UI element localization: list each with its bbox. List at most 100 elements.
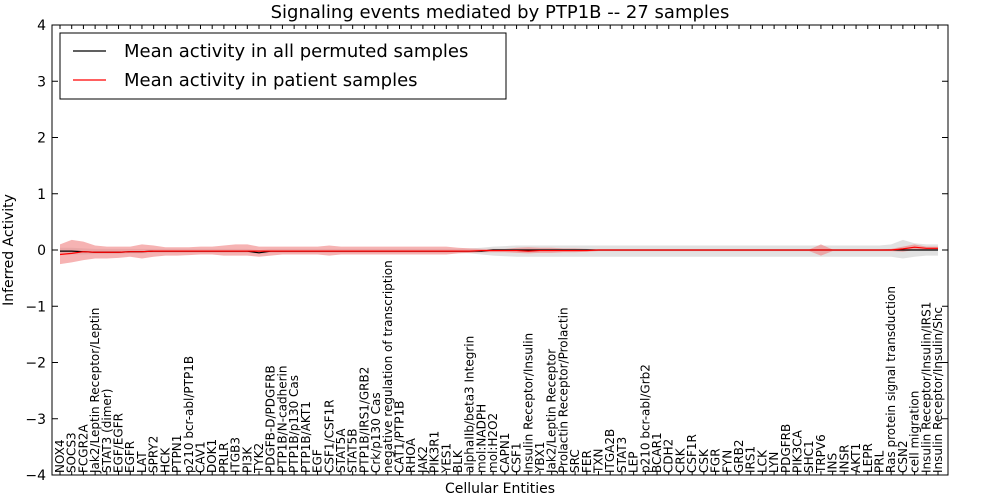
x-tick-label: SOCS3	[65, 432, 79, 473]
x-tick-label: LYN	[767, 452, 781, 473]
y-tick-label: 3	[37, 74, 46, 90]
x-tick-label: PIK3CA	[791, 429, 805, 473]
x-axis-label: Cellular Entities	[445, 481, 555, 497]
x-tick-label: GRB2	[732, 439, 746, 473]
x-tick-label: STAT3 (dimer)	[100, 389, 114, 473]
x-tick-label: STAT5B	[346, 429, 360, 474]
x-tick-label: CSF1	[510, 442, 524, 473]
x-tick-label: TXN	[592, 448, 606, 474]
y-axis-ticks: −4 −3 −2 −1 0 1 2 3 4	[25, 18, 948, 484]
x-tick-label: LAT	[135, 451, 149, 473]
x-tick-label: PTP1B/p130 Cas	[287, 375, 301, 473]
x-tick-label: Insulin Receptor/Insulin/Shc	[931, 307, 945, 473]
x-tick-label: p210 bcr-abl/PTP1B	[182, 356, 196, 473]
legend-box	[59, 32, 507, 100]
x-tick-label: PTP1B/IRS1/GRB2	[357, 367, 371, 473]
x-tick-label: Ras protein signal transduction	[884, 286, 898, 473]
x-tick-label: PTP1B/AKT1	[299, 401, 313, 473]
x-tick-label: HCK	[158, 447, 172, 473]
x-tick-label: YBX1	[533, 442, 547, 474]
x-tick-label: CDH2	[662, 439, 676, 473]
x-tick-label: PTP1B/N-cadherin	[275, 366, 289, 473]
x-tick-label: Jak2/Leptin Receptor	[545, 349, 559, 474]
x-tick-label: TRPV6	[814, 434, 828, 474]
y-tick-label: 4	[37, 18, 46, 34]
x-tick-label: CSN2	[896, 440, 910, 473]
x-tick-label: BLK	[451, 449, 465, 473]
x-tick-label: SRC	[568, 449, 582, 473]
x-tick-label: SPRY2	[147, 436, 161, 473]
x-tick-label: STAT3	[615, 437, 629, 473]
x-tick-label: PRLR	[217, 442, 231, 473]
x-tick-label: EGFR	[123, 441, 137, 473]
x-tick-label: mol:H2O2	[486, 413, 500, 473]
x-tick-label: CAPN1	[498, 433, 512, 473]
x-tick-label: STAT5A	[334, 428, 348, 473]
x-tick-label: LCK	[755, 449, 769, 473]
y-tick-label: −4	[25, 468, 46, 484]
x-tick-label: FGR	[709, 448, 723, 473]
x-tick-label: mol:NADPH	[474, 404, 488, 473]
x-tick-label: CAV1	[193, 441, 207, 473]
confidence-bands	[60, 239, 938, 265]
y-tick-label: 1	[37, 187, 46, 203]
x-tick-label: RHOA	[404, 437, 418, 473]
x-tick-label: PI3K	[240, 446, 254, 473]
x-tick-label: PIK3R1	[428, 431, 442, 473]
x-tick-label: DOK1	[205, 439, 219, 473]
series-lines	[59, 246, 938, 256]
y-axis-label: Inferred Activity	[1, 194, 17, 306]
x-tick-label: NOX4	[53, 439, 67, 473]
x-tick-label: BCAR1	[650, 432, 664, 473]
y-tick-label: −3	[25, 412, 46, 428]
x-tick-label: EGF/EGFR	[112, 413, 126, 473]
x-tick-label: negative regulation of transcription	[381, 260, 395, 473]
legend-label-patient: Mean activity in patient samples	[124, 70, 418, 91]
chart-title: Signaling events mediated by PTP1B -- 27…	[271, 2, 730, 23]
legend: Mean activity in all permuted samples Me…	[59, 32, 507, 100]
x-tick-label: EGF	[311, 449, 325, 473]
x-tick-label: FER	[580, 450, 594, 473]
x-tick-label: INSR	[837, 445, 851, 473]
y-tick-label: 0	[37, 243, 46, 259]
x-tick-label: Crk/p130 Cas	[369, 392, 383, 473]
x-tick-label: TYK2	[252, 443, 266, 474]
y-tick-label: 2	[37, 131, 46, 147]
x-tick-label: FCGR2A	[76, 423, 90, 473]
x-tick-label: AKT1	[849, 443, 863, 473]
y-tick-label: −1	[25, 299, 46, 315]
x-tick-label: Jak2/Leptin Receptor/Leptin	[88, 308, 102, 474]
x-tick-label: YES1	[439, 443, 453, 474]
x-tick-label: CSK	[697, 448, 711, 473]
x-tick-label: cell migration	[908, 391, 922, 473]
x-tick-label: LEPR	[861, 443, 875, 473]
legend-label-permuted: Mean activity in all permuted samples	[124, 41, 468, 62]
x-tick-label: CRK	[673, 447, 687, 473]
band-patient	[60, 239, 938, 265]
series-line-patient	[59, 246, 938, 256]
x-tick-label: CAT1/PTP1B	[392, 401, 406, 473]
x-tick-label: LEP	[627, 451, 641, 473]
x-tick-label: ITGB3	[229, 437, 243, 473]
x-tick-label: JAK2	[416, 446, 430, 474]
x-tick-label: Prolactin Receptor/Prolactin	[556, 307, 570, 473]
x-tick-label: CSF1R	[685, 434, 699, 473]
x-tick-label: PTPN1	[170, 435, 184, 473]
x-tick-label: INS	[826, 453, 840, 473]
x-tick-label: PRL	[872, 450, 886, 473]
x-tick-label: IRS1	[744, 446, 758, 473]
x-tick-label: ITGA2B	[603, 429, 617, 473]
x-tick-label: PDGFB-D/PDGFRB	[264, 365, 278, 473]
x-tick-label: FYN	[720, 450, 734, 473]
y-tick-label: −2	[25, 356, 46, 372]
x-tick-label: alphaIIb/beta3 Integrin	[463, 336, 477, 473]
x-tick-label: SHC1	[802, 440, 816, 473]
x-tick-label: CSF1/CSF1R	[322, 400, 336, 473]
x-tick-label: Insulin Receptor/Insulin	[521, 333, 535, 473]
x-tick-label: PDGFRB	[779, 424, 793, 473]
x-tick-label: Insulin Receptor/Insulin/IRS1	[919, 302, 933, 473]
x-tick-label: p210 bcr-abl/Grb2	[638, 364, 652, 473]
